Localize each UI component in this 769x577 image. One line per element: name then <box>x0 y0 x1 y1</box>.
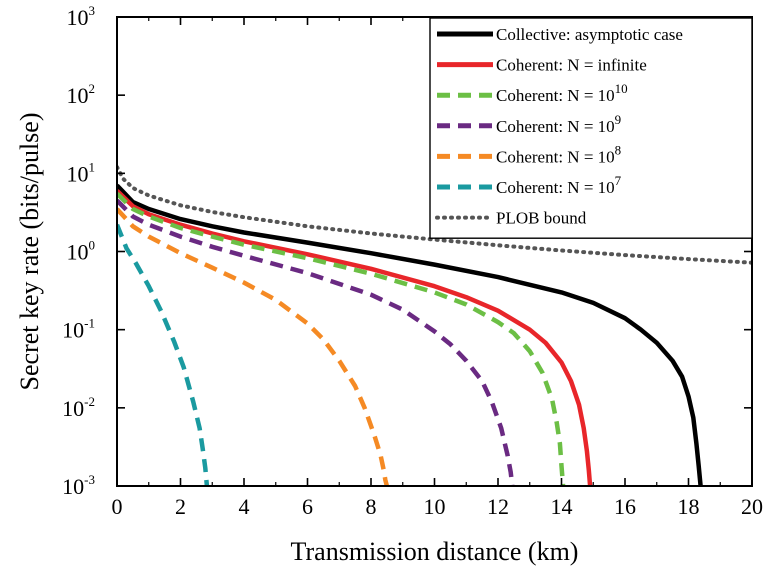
y-tick-label: 103 <box>67 3 96 30</box>
series-line <box>117 165 752 265</box>
series-line <box>117 198 515 486</box>
y-tick-label: 10-2 <box>62 394 95 421</box>
legend-label: Coherent: N = 109 <box>496 112 621 136</box>
x-tick-label: 16 <box>614 494 636 519</box>
y-tick-label: 10-3 <box>62 472 95 499</box>
y-tick-label: 10-1 <box>62 316 95 343</box>
x-tick-label: 14 <box>551 494 573 519</box>
x-tick-label: 10 <box>424 494 446 519</box>
series-line <box>117 207 390 486</box>
x-tick-label: 0 <box>112 494 123 519</box>
legend-label: Coherent: N = infinite <box>496 56 647 75</box>
x-tick-label: 12 <box>487 494 509 519</box>
x-tick-label: 2 <box>175 494 186 519</box>
y-tick-label: 101 <box>67 159 96 186</box>
x-tick-label: 8 <box>366 494 377 519</box>
series-line <box>117 223 210 486</box>
x-tick-label: 18 <box>678 494 700 519</box>
series-line <box>117 191 566 486</box>
x-tick-label: 6 <box>302 494 313 519</box>
y-tick-label: 102 <box>67 81 96 108</box>
legend-label: PLOB bound <box>496 209 587 228</box>
y-tick-label: 100 <box>67 238 96 265</box>
legend-label: Coherent: N = 108 <box>496 142 621 166</box>
x-axis-title: Transmission distance (km) <box>291 537 579 566</box>
legend-label: Coherent: N = 107 <box>496 173 622 197</box>
legend: Collective: asymptotic case Coherent: N =… <box>429 17 753 239</box>
y-axis-title: Secret key rate (bits/pulse) <box>15 113 44 391</box>
x-tick-label: 20 <box>741 494 763 519</box>
series-layer <box>117 165 752 486</box>
series-line <box>117 189 593 486</box>
legend-label: Collective: asymptotic case <box>496 25 683 44</box>
series-line <box>117 183 703 486</box>
x-tick-label: 4 <box>239 494 250 519</box>
legend-label: Coherent: N = 1010 <box>496 81 628 105</box>
